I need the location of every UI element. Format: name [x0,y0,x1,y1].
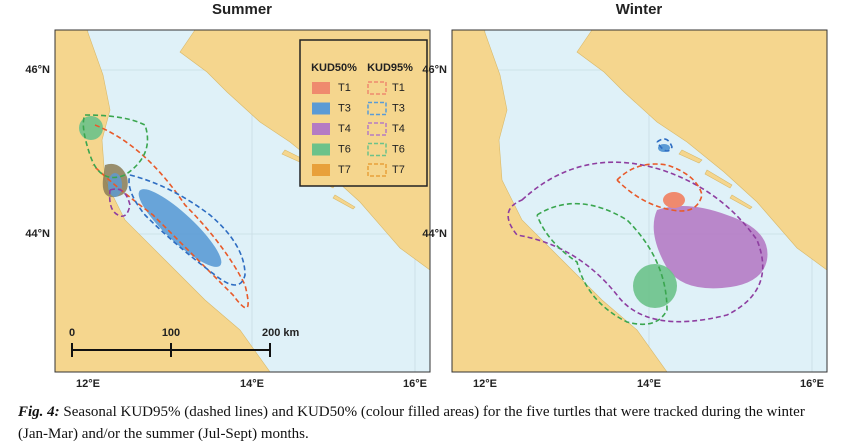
legend-label: T4 [338,123,351,135]
legend-swatch [312,82,330,94]
caption: Fig. 4: Seasonal KUD95% (dashed lines) a… [18,401,838,445]
y-label: 44°N [422,228,447,240]
panel-title: Winter [616,1,663,18]
scale-label: 200 km [262,327,300,339]
legend-label: T7 [338,164,351,176]
legend-header: KUD95% [367,62,413,74]
caption-text: Seasonal KUD95% (dashed lines) and KUD50… [18,404,805,442]
x-label: 14°E [637,378,661,390]
x-label: 12°E [473,378,497,390]
legend-swatch [312,102,330,115]
legend-label: T6 [338,143,351,155]
legend: KUD50% KUD95% T1 T1 T3 T3 T4 T4 T6 T6 T7 T7 [299,39,428,187]
figure: KUD50% KUD95% T1 T1 T3 T3 T4 T4 T6 T6 T7 T7 Summer 4… [25,1,828,390]
legend-header: KUD50% [311,62,357,74]
x-label: 16°E [403,378,427,390]
legend-label: T1 [338,82,351,94]
x-label: 16°E [800,378,824,390]
legend-swatch [312,143,330,156]
scale-bar [71,343,271,357]
scale-label: 100 [162,327,180,339]
scale-label: 0 [69,327,75,339]
caption-label: Fig. 4: [18,404,60,420]
legend-label: T6 [392,143,405,155]
summer-map [54,29,431,373]
legend-swatch-dashed [367,142,387,157]
legend-label: T1 [392,82,405,94]
panel-title: Summer [212,1,272,18]
legend-swatch [312,123,330,135]
winter-map [451,29,828,373]
legend-label: T7 [392,164,405,176]
legend-swatch-dashed [367,81,387,95]
legend-swatch-dashed [367,163,387,177]
legend-swatch-dashed [367,122,387,136]
legend-label: T3 [392,102,405,114]
legend-label: T3 [338,102,351,114]
legend-label: T4 [392,123,405,135]
y-label: 44°N [25,228,50,240]
x-label: 14°E [240,378,264,390]
x-label: 12°E [76,378,100,390]
y-label: 46°N [25,64,50,76]
legend-swatch [312,164,330,176]
y-label: 46°N [422,64,447,76]
legend-swatch-dashed [367,101,387,116]
